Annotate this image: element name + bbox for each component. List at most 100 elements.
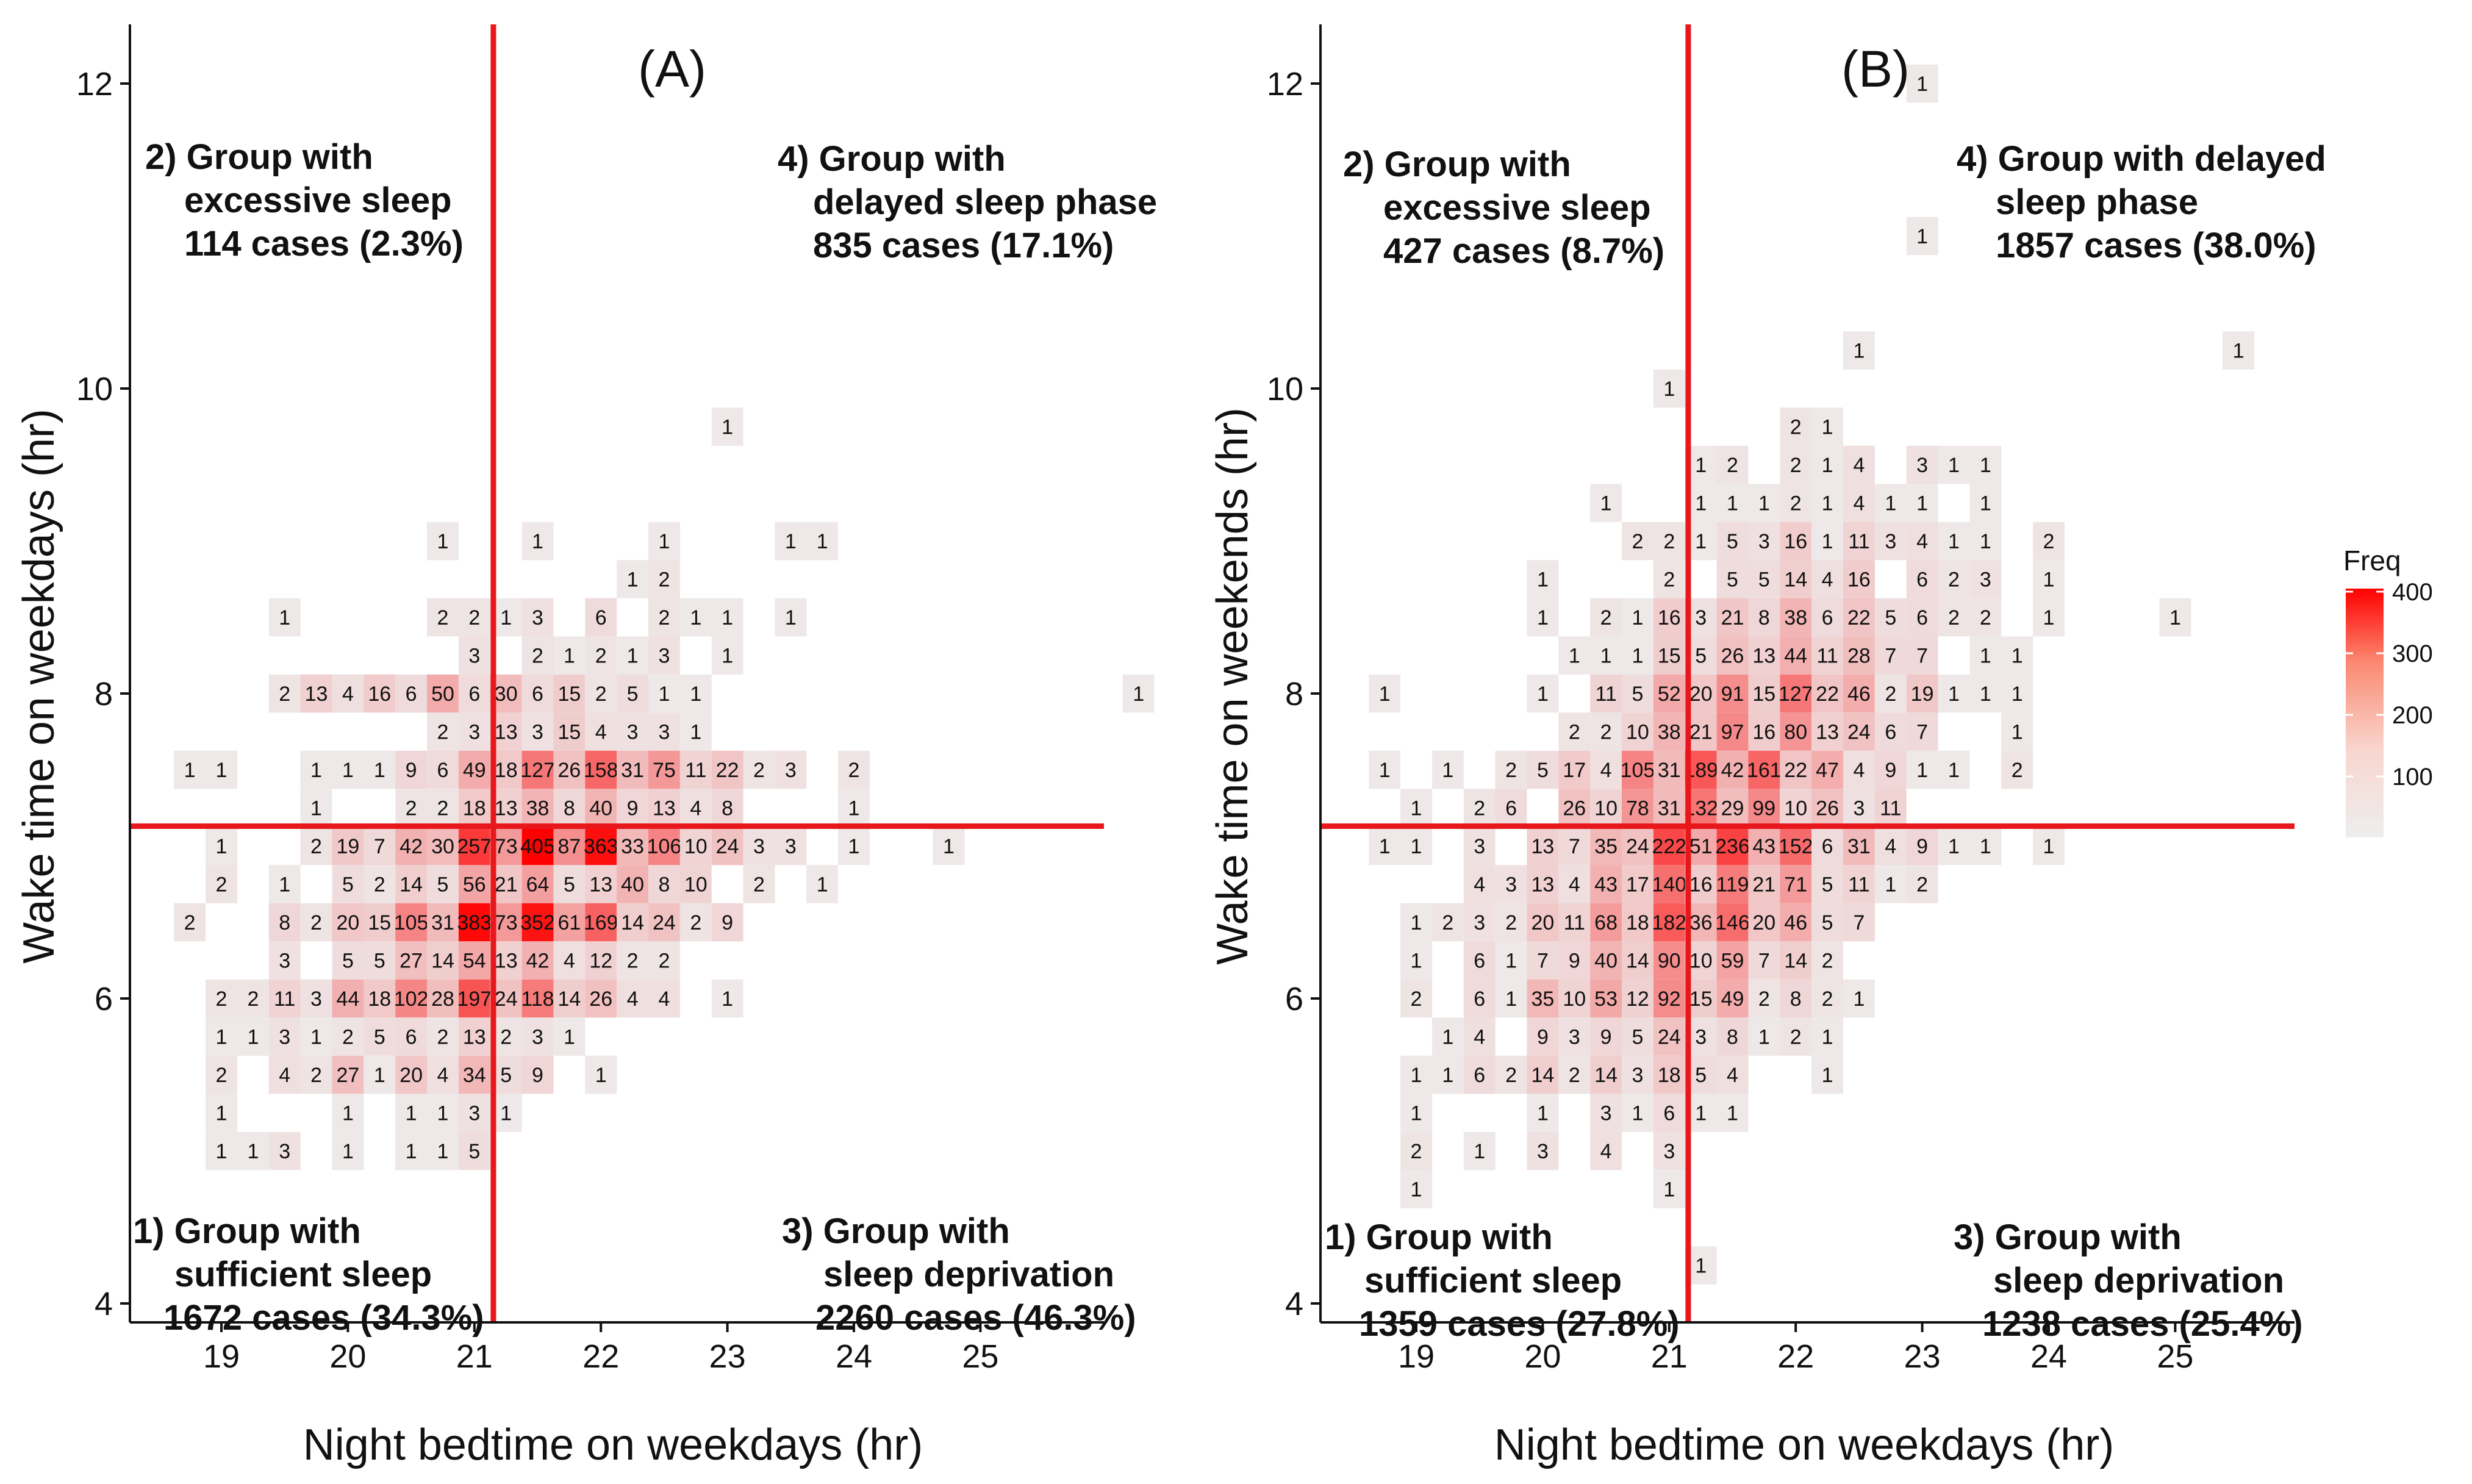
- cell-value-label: 1: [943, 835, 955, 858]
- cell-value-label: 51: [1689, 835, 1713, 858]
- heatmap-cell: [458, 826, 490, 866]
- heatmap-cell: [268, 1017, 301, 1056]
- cell-value-label: 2: [1505, 1064, 1517, 1087]
- cell-value-label: 1: [1505, 950, 1517, 973]
- heatmap-cell: [617, 941, 648, 980]
- cell-value-label: 13: [495, 950, 518, 973]
- cell-value-label: 182: [1652, 911, 1686, 934]
- quadrant-label-deprivation-a: 3) Group with sleep deprivation 2260 cas…: [782, 1211, 1136, 1338]
- cell-value-label: 24: [1626, 835, 1649, 858]
- heatmap-cell: [1938, 826, 1970, 866]
- heatmap-cell: [1843, 598, 1875, 637]
- cell-value-label: 97: [1721, 721, 1744, 744]
- heatmap-cell: [711, 826, 743, 866]
- heatmap-cell: [395, 1017, 428, 1056]
- heatmap-cell: [1716, 789, 1749, 827]
- cell-value-label: 24: [495, 988, 518, 1011]
- heatmap-cell: [711, 636, 743, 675]
- quadrant-label-line: 1672 cases (34.3%): [163, 1298, 484, 1338]
- x-tick-label: 19: [203, 1338, 240, 1375]
- x-tick-label: 20: [329, 1338, 366, 1375]
- cell-value-label: 52: [1658, 683, 1681, 706]
- heatmap-cell: [617, 750, 648, 789]
- heatmap-cell: [364, 903, 396, 942]
- heatmap-cell: [332, 865, 364, 903]
- cell-value-label: 10: [684, 873, 708, 897]
- cell-value-label: 1: [1537, 683, 1549, 706]
- heatmap-cell: [364, 1055, 396, 1094]
- heatmap-cell: [395, 826, 428, 866]
- x-tick-label: 22: [1777, 1338, 1814, 1375]
- heatmap-cell: [458, 979, 490, 1018]
- cell-value-label: 2: [310, 835, 322, 858]
- heatmap-cell: [1780, 941, 1812, 980]
- cell-value-label: 1: [1411, 797, 1422, 820]
- heatmap-cell: [268, 903, 301, 942]
- cell-value-label: 87: [557, 835, 581, 858]
- heatmap-cell: [1938, 750, 1970, 789]
- cell-value-label: 1: [2012, 645, 2023, 668]
- heatmap-cell: [617, 865, 648, 903]
- heatmap-cell: [1653, 941, 1685, 980]
- heatmap-cell: [1527, 1094, 1559, 1132]
- cell-value-label: 1: [848, 835, 860, 858]
- y-tick-label: 8: [95, 676, 113, 712]
- cell-value-label: 5: [500, 1064, 512, 1087]
- cell-value-label: 13: [653, 797, 676, 820]
- cell-value-label: 1: [722, 606, 733, 629]
- cell-value-label: 11: [1848, 873, 1869, 897]
- cell-value-label: 1: [1822, 492, 1833, 515]
- cell-value-label: 36: [1689, 911, 1713, 934]
- heatmap-cell: [1495, 865, 1527, 903]
- heatmap-cell: [458, 789, 490, 827]
- cell-value-label: 13: [463, 1026, 486, 1049]
- cell-value-label: 73: [495, 911, 518, 934]
- cell-value-label: 11: [685, 759, 706, 782]
- cell-value-label: 9: [1916, 835, 1928, 858]
- heatmap-cell: [427, 941, 459, 980]
- cell-value-label: 14: [1784, 568, 1807, 592]
- cell-value-label: 6: [468, 683, 480, 706]
- x-tick-label: 19: [1398, 1338, 1435, 1375]
- heatmap-cell: [679, 598, 712, 637]
- heatmap-cell: [364, 979, 396, 1018]
- heatmap-cell: [332, 750, 364, 789]
- cell-value-label: 1: [437, 530, 449, 553]
- heatmap-cell: [521, 826, 554, 866]
- cell-value-label: 22: [716, 759, 739, 782]
- heatmap-cell: [1780, 522, 1812, 561]
- cell-value-label: 1: [1727, 492, 1738, 515]
- cell-value-label: 3: [1537, 1140, 1549, 1163]
- quadrant-label-line: sleep deprivation: [1993, 1261, 2284, 1300]
- cell-value-label: 4: [1822, 568, 1833, 592]
- cell-value-label: 4: [627, 988, 639, 1011]
- heatmap-cell: [1780, 789, 1812, 827]
- cell-value-label: 2: [1790, 1026, 1802, 1049]
- cell-value-label: 14: [1784, 950, 1807, 973]
- y-axis-label-a: Wake time on weekdays (hr): [15, 409, 63, 964]
- heatmap-cell: [1653, 979, 1685, 1018]
- heatmap-cell: [775, 522, 807, 561]
- cell-value-label: 3: [1569, 1026, 1580, 1049]
- cell-value-label: 1: [1885, 873, 1896, 897]
- heatmap-cell: [1748, 636, 1780, 675]
- heatmap-cell: [648, 522, 680, 561]
- cell-value-label: 3: [279, 1026, 290, 1049]
- cell-value-label: 2: [437, 797, 449, 820]
- cell-value-label: 5: [1727, 568, 1738, 592]
- x-tick-label: 22: [582, 1338, 619, 1375]
- heatmap-cell: [1906, 560, 1938, 598]
- heatmap-cell: [2001, 750, 2033, 789]
- heatmap-cell: [1463, 1017, 1496, 1056]
- cell-value-label: 42: [526, 950, 550, 973]
- heatmap-cell: [1400, 1170, 1432, 1208]
- cell-value-label: 22: [1816, 683, 1839, 706]
- heatmap-cell: [364, 941, 396, 980]
- heatmap-cell: [1748, 865, 1780, 903]
- heatmap-cell: [2159, 598, 2191, 637]
- heatmap-cell: [679, 865, 712, 903]
- cell-value-label: 2: [1790, 492, 1802, 515]
- cell-value-label: 1: [1885, 492, 1896, 515]
- cell-value-label: 3: [1980, 568, 1991, 592]
- heatmap-cell: [1748, 598, 1780, 637]
